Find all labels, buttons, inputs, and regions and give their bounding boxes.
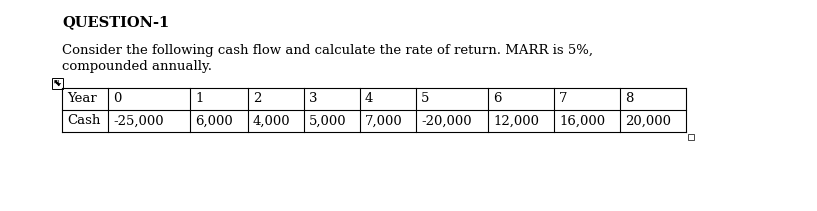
Text: compounded annually.: compounded annually. — [62, 60, 212, 73]
Text: 1: 1 — [195, 92, 203, 106]
Text: +: + — [54, 79, 61, 88]
Text: 3: 3 — [309, 92, 318, 106]
Text: 7,000: 7,000 — [365, 115, 403, 127]
Text: 5,000: 5,000 — [309, 115, 346, 127]
Text: 7: 7 — [559, 92, 568, 106]
Text: 8: 8 — [625, 92, 633, 106]
Text: 20,000: 20,000 — [625, 115, 671, 127]
Text: 16,000: 16,000 — [559, 115, 605, 127]
Text: Year: Year — [67, 92, 96, 106]
Text: 4,000: 4,000 — [253, 115, 291, 127]
Text: Consider the following cash flow and calculate the rate of return. MARR is 5%,: Consider the following cash flow and cal… — [62, 44, 593, 57]
Text: 0: 0 — [113, 92, 122, 106]
Text: -25,000: -25,000 — [113, 115, 163, 127]
Text: 2: 2 — [253, 92, 261, 106]
Text: ⬉: ⬉ — [53, 79, 61, 89]
Bar — [52, 78, 63, 89]
Text: 6,000: 6,000 — [195, 115, 233, 127]
Text: QUESTION-1: QUESTION-1 — [62, 15, 169, 29]
Text: 6: 6 — [493, 92, 502, 106]
Text: -20,000: -20,000 — [421, 115, 471, 127]
Text: Cash: Cash — [67, 115, 100, 127]
Text: 5: 5 — [421, 92, 430, 106]
Text: 4: 4 — [365, 92, 373, 106]
Text: 12,000: 12,000 — [493, 115, 539, 127]
Bar — [688, 134, 694, 140]
